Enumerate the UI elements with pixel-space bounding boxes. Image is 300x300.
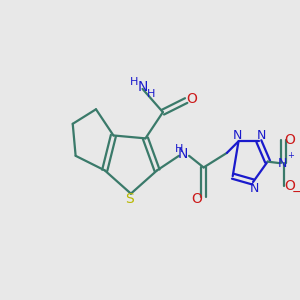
Text: +: + xyxy=(287,151,294,160)
Text: N: N xyxy=(178,147,188,161)
Text: O: O xyxy=(191,192,202,206)
Text: H: H xyxy=(130,76,138,87)
Text: −: − xyxy=(291,186,300,199)
Text: N: N xyxy=(257,129,266,142)
Text: N: N xyxy=(232,129,242,142)
Text: O: O xyxy=(186,92,197,106)
Text: O: O xyxy=(284,133,295,147)
Text: S: S xyxy=(125,192,134,206)
Text: O: O xyxy=(284,179,295,194)
Text: N: N xyxy=(250,182,259,195)
Text: N: N xyxy=(137,80,148,94)
Text: N: N xyxy=(278,157,287,169)
Text: H: H xyxy=(146,89,155,99)
Text: H: H xyxy=(175,143,183,154)
